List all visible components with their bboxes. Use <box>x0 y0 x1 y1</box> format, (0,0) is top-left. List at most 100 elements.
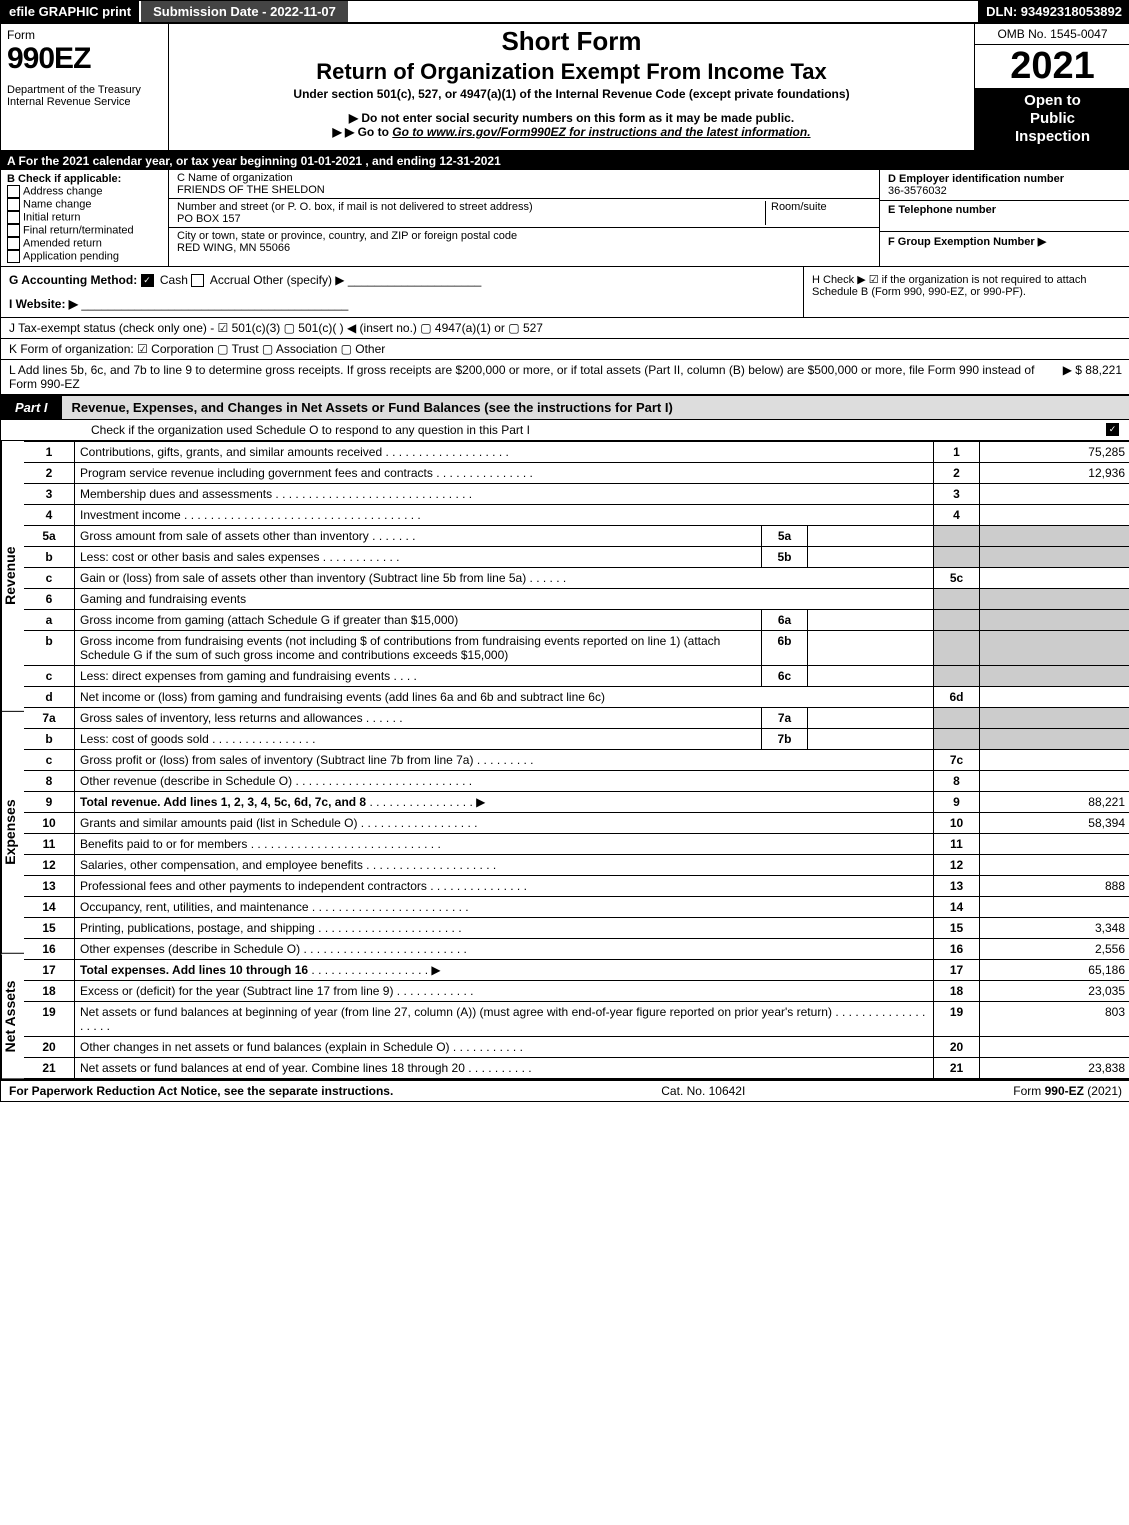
check-accrual[interactable] <box>191 274 204 287</box>
room-suite-label: Room/suite <box>765 201 871 225</box>
header-right: OMB No. 1545-0047 2021 Open to Public In… <box>974 24 1129 150</box>
line-8-no: 8 <box>24 771 75 792</box>
line-6c-rn <box>934 666 980 687</box>
line-20-rn: 20 <box>934 1037 980 1058</box>
accounting-method-label: G Accounting Method: <box>9 273 137 287</box>
check-name-change[interactable]: Name change <box>7 198 162 211</box>
goto-link[interactable]: ▶ Go to Go to www.irs.gov/Form990EZ for … <box>175 125 968 139</box>
line-6c-mn: 6c <box>762 666 808 687</box>
line-13-no: 13 <box>24 876 75 897</box>
line-5b-desc: Less: cost or other basis and sales expe… <box>80 550 319 564</box>
line-3-val <box>980 484 1129 505</box>
return-title: Return of Organization Exempt From Incom… <box>175 59 968 85</box>
check-initial-return[interactable]: Initial return <box>7 211 162 224</box>
subtitle: Under section 501(c), 527, or 4947(a)(1)… <box>175 87 968 101</box>
line-13-row: 13Professional fees and other payments t… <box>24 876 1129 897</box>
check-address-change[interactable]: Address change <box>7 185 162 198</box>
line-6-desc: Gaming and fundraising events <box>75 589 934 610</box>
group-exemption-label: F Group Exemption Number ▶ <box>888 235 1122 248</box>
line-9-row: 9Total revenue. Add lines 1, 2, 3, 4, 5c… <box>24 792 1129 813</box>
line-10-val: 58,394 <box>980 813 1129 834</box>
line-3-desc: Membership dues and assessments <box>80 487 272 501</box>
dept-treasury: Department of the Treasury <box>7 84 162 96</box>
ein-cell: D Employer identification number 36-3576… <box>880 170 1129 201</box>
line-6a-rv <box>980 610 1129 631</box>
line-9-no: 9 <box>24 792 75 813</box>
line-7b-mv <box>808 729 934 750</box>
street-value: PO BOX 157 <box>177 213 765 225</box>
footer-right: Form 990-EZ (2021) <box>1013 1084 1122 1098</box>
line-19-val: 803 <box>980 1002 1129 1037</box>
line-14-rn: 14 <box>934 897 980 918</box>
irs-link[interactable]: Go to www.irs.gov/Form990EZ for instruct… <box>392 125 810 139</box>
line-k: K Form of organization: ☑ Corporation ▢ … <box>1 339 1129 360</box>
line-7b-mn: 7b <box>762 729 808 750</box>
line-5b-rv <box>980 547 1129 568</box>
column-c-org: C Name of organization FRIENDS OF THE SH… <box>169 170 880 266</box>
line-16-val: 2,556 <box>980 939 1129 960</box>
line-15-val: 3,348 <box>980 918 1129 939</box>
line-15-rn: 15 <box>934 918 980 939</box>
line-15-no: 15 <box>24 918 75 939</box>
footer-left: For Paperwork Reduction Act Notice, see … <box>9 1084 393 1098</box>
line-2-val: 12,936 <box>980 463 1129 484</box>
check-application-pending[interactable]: Application pending <box>7 250 162 263</box>
check-final-return[interactable]: Final return/terminated <box>7 224 162 237</box>
line-6a-mv <box>808 610 934 631</box>
column-b-checkboxes: B Check if applicable: Address change Na… <box>1 170 169 266</box>
street-cell: Number and street (or P. O. box, if mail… <box>169 199 879 228</box>
line-20-desc: Other changes in net assets or fund bala… <box>80 1040 450 1054</box>
line-12-rn: 12 <box>934 855 980 876</box>
efile-label: efile GRAPHIC print <box>1 1 139 22</box>
line-6a-no: a <box>24 610 75 631</box>
line-17-rn: 17 <box>934 960 980 981</box>
line-1-row: 1Contributions, gifts, grants, and simil… <box>24 442 1129 463</box>
top-bar: efile GRAPHIC print Submission Date - 20… <box>1 1 1129 24</box>
line-6-rn <box>934 589 980 610</box>
line-18-no: 18 <box>24 981 75 1002</box>
line-9-val: 88,221 <box>980 792 1129 813</box>
line-3-row: 3Membership dues and assessments . . . .… <box>24 484 1129 505</box>
line-6a-row: aGross income from gaming (attach Schedu… <box>24 610 1129 631</box>
line-8-rn: 8 <box>934 771 980 792</box>
ein-label: D Employer identification number <box>888 173 1122 185</box>
line-7a-no: 7a <box>24 708 75 729</box>
line-21-rn: 21 <box>934 1058 980 1079</box>
financial-table-area: Revenue Expenses Net Assets 1Contributio… <box>1 441 1129 1079</box>
form-header: Form 990EZ Department of the Treasury In… <box>1 24 1129 152</box>
line-6b-no: b <box>24 631 75 666</box>
line-7b-row: bLess: cost of goods sold . . . . . . . … <box>24 729 1129 750</box>
line-6b-row: bGross income from fundraising events (n… <box>24 631 1129 666</box>
group-exemption-cell: F Group Exemption Number ▶ <box>880 232 1129 251</box>
line-21-no: 21 <box>24 1058 75 1079</box>
check-cash[interactable] <box>141 274 154 287</box>
schedule-o-checkbox[interactable] <box>1106 423 1119 436</box>
line-6b-mv <box>808 631 934 666</box>
final-return-label: Final return/terminated <box>23 224 134 236</box>
line-5a-no: 5a <box>24 526 75 547</box>
line-6-row: 6Gaming and fundraising events <box>24 589 1129 610</box>
line-14-val <box>980 897 1129 918</box>
line-10-row: 10Grants and similar amounts paid (list … <box>24 813 1129 834</box>
check-amended-return[interactable]: Amended return <box>7 237 162 250</box>
line-14-desc: Occupancy, rent, utilities, and maintena… <box>80 900 309 914</box>
line-20-val <box>980 1037 1129 1058</box>
name-change-label: Name change <box>23 198 92 210</box>
line-5a-rv <box>980 526 1129 547</box>
line-13-rn: 13 <box>934 876 980 897</box>
form-word: Form <box>7 28 162 42</box>
line-7a-rv <box>980 708 1129 729</box>
part-1-label: Part I <box>1 396 62 419</box>
line-17-val: 65,186 <box>980 960 1129 981</box>
short-form-title: Short Form <box>175 26 968 57</box>
financial-table-content: 1Contributions, gifts, grants, and simil… <box>24 441 1129 1079</box>
line-l: L Add lines 5b, 6c, and 7b to line 9 to … <box>1 360 1129 395</box>
line-6-rv <box>980 589 1129 610</box>
line-7b-rn <box>934 729 980 750</box>
line-7b-no: b <box>24 729 75 750</box>
line-5c-no: c <box>24 568 75 589</box>
app-pending-label: Application pending <box>23 250 119 262</box>
line-20-row: 20 Other changes in net assets or fund ba… <box>24 1037 1129 1058</box>
submission-date: Submission Date - 2022-11-07 <box>139 1 348 22</box>
header-left: Form 990EZ Department of the Treasury In… <box>1 24 169 150</box>
